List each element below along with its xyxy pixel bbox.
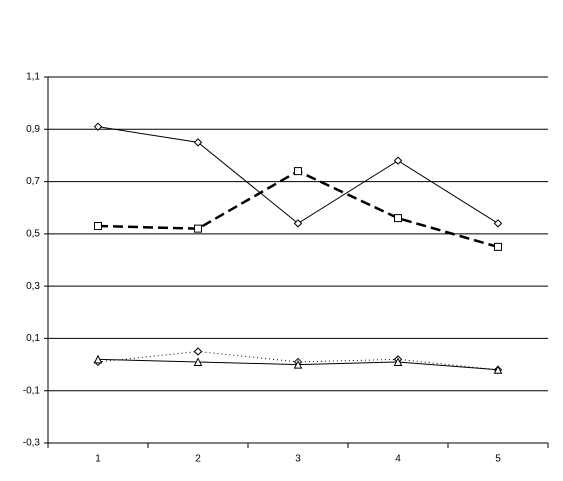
y-tick-label: 0,1 xyxy=(26,333,40,344)
series-line xyxy=(97,169,499,249)
marker xyxy=(94,222,102,231)
marker xyxy=(293,359,303,369)
y-tick-label: 0,9 xyxy=(26,124,40,135)
y-tick-label: 0,7 xyxy=(26,176,40,187)
y-tick-label: 0,3 xyxy=(26,281,40,292)
x-tick-label: 4 xyxy=(395,454,401,465)
marker xyxy=(293,219,303,228)
marker xyxy=(493,365,503,374)
marker xyxy=(93,122,103,131)
marker xyxy=(193,347,203,356)
x-tick-label: 1 xyxy=(95,454,101,465)
marker xyxy=(394,214,402,223)
x-tick-label: 3 xyxy=(295,454,301,465)
x-tick-label: 2 xyxy=(195,454,201,465)
marker xyxy=(493,219,503,228)
marker xyxy=(393,156,403,165)
y-tick-label: 1,1 xyxy=(26,72,40,83)
marker xyxy=(194,224,202,233)
marker xyxy=(93,354,103,364)
y-tick-label: 0,5 xyxy=(26,228,40,239)
x-tick-label: 5 xyxy=(495,454,501,465)
marker xyxy=(193,138,203,147)
marker xyxy=(494,242,502,251)
marker xyxy=(393,357,403,366)
y-tick-label: -0,1 xyxy=(23,385,41,396)
y-tick-label: -0,3 xyxy=(23,438,41,449)
marker xyxy=(193,357,203,366)
marker xyxy=(294,167,302,176)
